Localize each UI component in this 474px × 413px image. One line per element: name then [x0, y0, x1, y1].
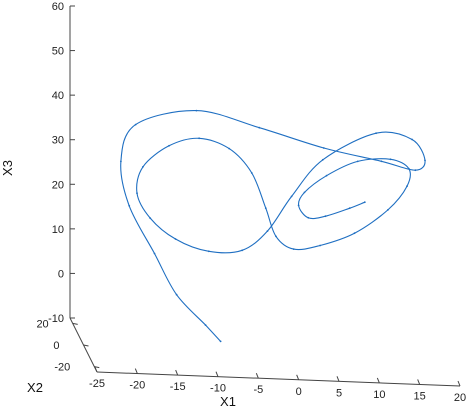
- x-tick-mark: [457, 380, 461, 387]
- trajectory-point: [134, 123, 137, 126]
- x-tick-label: 0: [296, 386, 302, 398]
- trajectory-point: [128, 204, 131, 207]
- trajectory-point: [174, 238, 177, 240]
- trajectory-point: [195, 109, 198, 112]
- trajectory-point: [136, 192, 138, 195]
- trajectory-line: [120, 110, 426, 342]
- y-tick-label: 20: [36, 318, 48, 330]
- trajectory-point: [356, 160, 359, 163]
- trajectory-point: [375, 132, 377, 135]
- trajectory-point: [120, 160, 122, 163]
- x-ticks: -25 -20 -15 -10 -5 0 5 10 15 20: [89, 366, 466, 404]
- trajectory-point: [241, 249, 244, 252]
- z-tick-label: 50: [52, 46, 64, 58]
- y-ticks: -20 0 20: [36, 318, 100, 374]
- trajectory-point: [198, 137, 201, 140]
- trajectory-point: [414, 169, 417, 172]
- trajectory-point: [207, 250, 210, 253]
- trajectory-point: [307, 216, 310, 219]
- z-ticks: -10 0 10 20 30 40 50 60: [48, 1, 75, 325]
- trajectory-point: [219, 340, 222, 343]
- y-axis-title: X2: [27, 380, 43, 395]
- x-tick-label: 5: [336, 387, 342, 399]
- x-tick-label: 20: [454, 392, 466, 404]
- x-tick-label: 15: [414, 390, 426, 402]
- x-tick-mark: [336, 376, 340, 382]
- trajectory-point: [387, 209, 389, 211]
- z-tick-label: 40: [52, 90, 64, 102]
- trajectory-point: [353, 232, 356, 235]
- trajectory-point: [250, 172, 253, 174]
- x-axis-title: X1: [220, 394, 236, 409]
- trajectory-point: [204, 324, 207, 326]
- x-tick-label: -15: [170, 381, 186, 393]
- trajectory-point: [303, 191, 306, 194]
- trajectory-point: [407, 167, 410, 170]
- trajectory: [120, 109, 426, 343]
- trajectory-point: [142, 166, 144, 168]
- trajectory-point: [292, 248, 295, 251]
- x-tick-mark: [215, 371, 219, 377]
- trajectory-point: [321, 158, 324, 161]
- trajectory-point: [411, 138, 413, 141]
- z-axis-title: X3: [0, 160, 15, 176]
- y-tick-mark: [72, 322, 78, 325]
- trajectory-point: [297, 204, 300, 207]
- trajectory-point: [424, 159, 426, 162]
- trajectory-point: [389, 158, 392, 161]
- x-tick-mark: [94, 366, 98, 373]
- trajectory-point: [168, 144, 170, 147]
- trajectory-point: [324, 215, 327, 218]
- trajectory-point: [406, 185, 408, 188]
- x-tick-label: -10: [210, 383, 226, 395]
- trajectory-point: [153, 252, 156, 255]
- z-tick-label: 0: [58, 268, 64, 280]
- trajectory-point: [264, 207, 267, 210]
- x-axis-line: [96, 371, 461, 387]
- x-tick-mark: [175, 369, 179, 376]
- z-tick-label: 30: [52, 135, 64, 147]
- trajectory-point: [275, 235, 277, 238]
- trajectory-point: [319, 244, 321, 247]
- x-tick-mark: [376, 377, 380, 384]
- y-tick-label: 0: [53, 340, 59, 352]
- x-tick-mark: [417, 379, 421, 385]
- axes: [69, 6, 461, 387]
- trajectory-point: [266, 230, 269, 233]
- z-tick-label: 60: [52, 1, 64, 13]
- y-tick-mark: [94, 366, 100, 369]
- trajectory-point: [322, 147, 325, 149]
- y-tick-mark: [83, 344, 89, 347]
- trajectory-point: [258, 126, 261, 129]
- z-tick-label: -10: [48, 313, 64, 325]
- x-tick-mark: [296, 374, 300, 380]
- x-tick-label: -5: [253, 384, 263, 396]
- x-tick-label: -20: [129, 380, 145, 392]
- x-tick-mark: [134, 368, 138, 374]
- z-tick-label: 20: [52, 179, 64, 191]
- trajectory-point: [325, 174, 328, 177]
- trajectory-point: [380, 160, 383, 163]
- trajectory-point: [348, 207, 351, 210]
- z-tick-label: 10: [52, 224, 64, 236]
- trajectory-point: [149, 217, 152, 220]
- trajectory-point: [290, 195, 293, 198]
- y-tick-label: -20: [54, 362, 70, 374]
- trajectory-point: [175, 293, 178, 296]
- x-tick-label: -25: [89, 378, 105, 390]
- x-tick-label: 10: [373, 389, 385, 401]
- trajectory-point: [363, 201, 366, 204]
- trajectory-point: [228, 147, 231, 150]
- x-tick-mark: [255, 373, 259, 379]
